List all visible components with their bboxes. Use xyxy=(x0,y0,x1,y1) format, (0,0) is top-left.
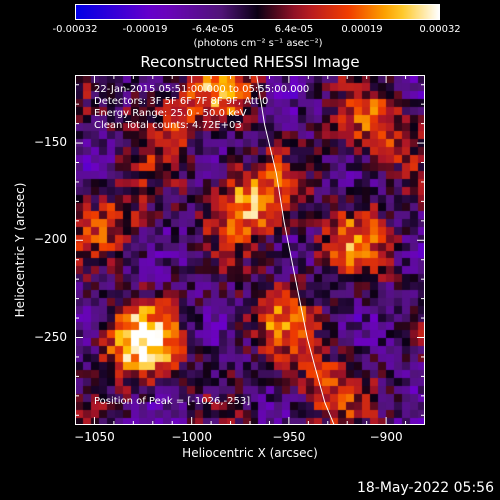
colorbar xyxy=(75,4,440,20)
colorbar-tick-label: 0.00032 xyxy=(419,24,461,35)
x-tick-label: −950 xyxy=(272,430,306,444)
x-axis-label: Heliocentric X (arcsec) xyxy=(182,446,318,460)
y-tick-label: −200 xyxy=(34,232,67,247)
info-energy-range: Energy Range: 25.0 - 50.0 keV xyxy=(94,108,247,119)
x-tick-label: −900 xyxy=(369,430,403,444)
heatmap-image xyxy=(76,76,424,424)
chart-title: Reconstructed RHESSI Image xyxy=(140,53,360,71)
colorbar-tick-label: -0.00019 xyxy=(122,24,168,35)
y-tick-label: −150 xyxy=(34,135,67,150)
limb-overlay xyxy=(256,76,335,424)
info-detectors: Detectors: 3F 5F 6F 7F 8F 9F, Att 0 xyxy=(94,96,269,107)
x-tick-label: −1000 xyxy=(171,430,212,444)
y-tick-label: −250 xyxy=(34,329,67,344)
colorbar-tick-label: -6.4e-05 xyxy=(192,24,234,35)
colorbar-tick-label: 0.00019 xyxy=(341,24,383,35)
colorbar-tick-label: -0.00032 xyxy=(52,24,98,35)
y-axis-label: Heliocentric Y (arcsec) xyxy=(13,182,27,318)
peak-position-label: Position of Peak = [-1026,-253] xyxy=(94,396,251,407)
solar-limb-curve xyxy=(256,76,335,424)
info-clean-counts: Clean Total counts: 4.72E+03 xyxy=(94,120,242,131)
x-tick-label: −1050 xyxy=(74,430,115,444)
colorbar-unit: (photons cm⁻² s⁻¹ asec⁻²) xyxy=(193,38,323,49)
info-time-range: 22-Jan-2015 05:51:00.000 to 05:55:00.000 xyxy=(94,84,310,95)
render-timestamp: 18-May-2022 05:56 xyxy=(356,480,494,496)
plot-area xyxy=(75,75,425,425)
colorbar-tick-label: 6.4e-05 xyxy=(274,24,314,35)
